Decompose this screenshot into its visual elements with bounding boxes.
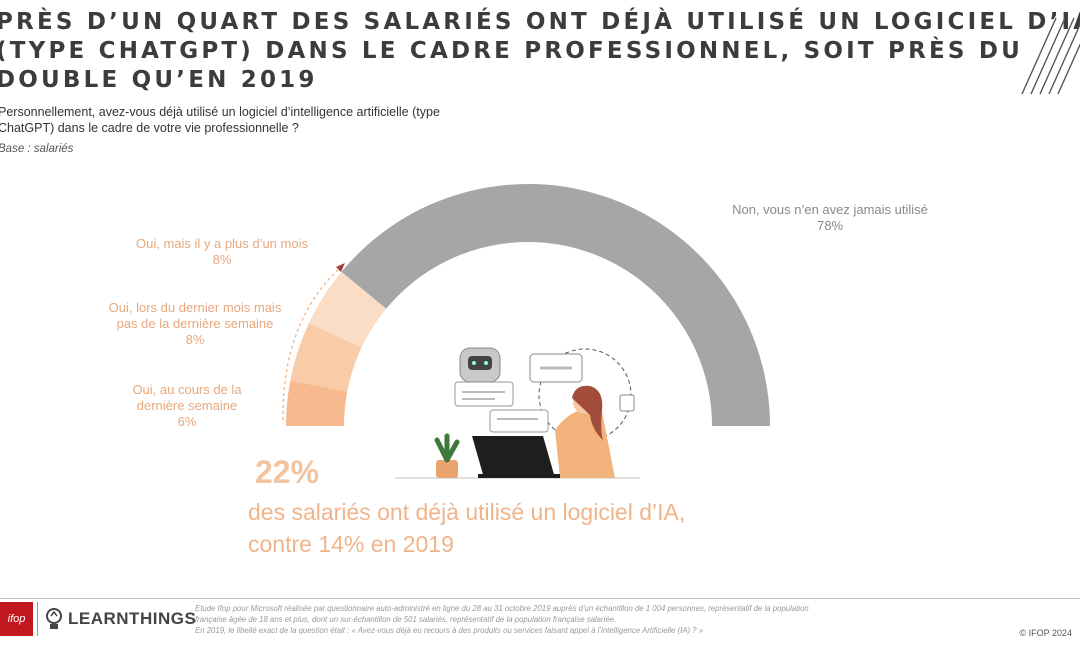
- label-mois: Oui, lors du dernier mois mais pas de la…: [85, 300, 305, 348]
- label-semaine-text-2: dernière semaine: [136, 398, 238, 413]
- learnthings-logo: LEARNTHINGS: [44, 606, 196, 632]
- title-line-1: PRÈS D’UN QUART DES SALARIÉS ONT DÉJÀ UT…: [0, 9, 1080, 35]
- illustration: [395, 347, 640, 479]
- label-non-text: Non, vous n’en avez jamais utilisé: [732, 202, 928, 217]
- bracket-arrow: [282, 267, 341, 421]
- highlight-percentage: 22%: [255, 454, 320, 490]
- label-non-value: 78%: [816, 218, 844, 233]
- segment-plus-d-un-mois: [309, 271, 387, 348]
- label-mois-text-1: Oui, lors du dernier mois mais: [108, 300, 282, 315]
- methodology-note: Etude Ifop pour Microsoft réalisée par q…: [195, 603, 935, 636]
- highlight-text: des salariés ont déjà utilisé un logicie…: [248, 496, 685, 560]
- half-donut-chart: [282, 184, 770, 479]
- note-line-2: française âgée de 18 ans et plus, dont u…: [195, 615, 617, 624]
- label-mois-text-2: pas de la dernière semaine: [116, 316, 274, 331]
- label-plus-mois-value: 8%: [212, 252, 232, 267]
- label-semaine-value: 6%: [177, 414, 197, 429]
- logo-separator: [37, 602, 38, 636]
- bulb-icon: [46, 608, 62, 629]
- question-line-1: Personnellement, avez-vous déjà utilisé …: [0, 105, 440, 119]
- footer-divider: [0, 598, 1080, 599]
- page-title: PRÈS D’UN QUART DES SALARIÉS ONT DÉJÀ UT…: [0, 8, 1080, 95]
- label-plus-mois-text: Oui, mais il y a plus d’un mois: [136, 236, 308, 251]
- bracket-arrow-head: [336, 263, 345, 272]
- segment-jamais: [341, 184, 770, 426]
- highlight-line-2: contre 14% en 2019: [248, 531, 454, 557]
- base-note: Base : salariés: [0, 143, 74, 155]
- brand-name: LEARNTHINGS: [68, 609, 197, 628]
- question-line-2: ChatGPT) dans le cadre de votre vie prof…: [0, 121, 299, 135]
- highlight-line-1: des salariés ont déjà utilisé un logicie…: [248, 499, 686, 525]
- label-semaine: Oui, au cours de la dernière semaine 6%: [97, 382, 277, 430]
- chart-segments: [286, 184, 770, 426]
- label-plus-mois: Oui, mais il y a plus d’un mois 8%: [112, 236, 332, 268]
- segment-dernier-mois: [290, 322, 362, 392]
- title-line-3: DOUBLE QU’EN 2019: [0, 67, 318, 93]
- segment-derniere-semaine: [286, 380, 348, 426]
- label-mois-value: 8%: [185, 332, 205, 347]
- copyright: © IFOP 2024: [1019, 628, 1073, 638]
- decorative-stripes: [1021, 17, 1080, 95]
- question-text: Personnellement, avez-vous déjà utilisé …: [0, 104, 440, 136]
- note-line-1: Etude Ifop pour Microsoft réalisée par q…: [195, 604, 809, 613]
- note-line-3: En 2019, le libellé exact de la question…: [195, 626, 704, 635]
- title-line-2: (TYPE CHATGPT) DANS LE CADRE PROFESSIONN…: [0, 38, 1024, 64]
- ifop-logo: ifop: [0, 602, 33, 636]
- label-semaine-text-1: Oui, au cours de la: [132, 382, 242, 397]
- label-non: Non, vous n’en avez jamais utilisé 78%: [700, 202, 960, 234]
